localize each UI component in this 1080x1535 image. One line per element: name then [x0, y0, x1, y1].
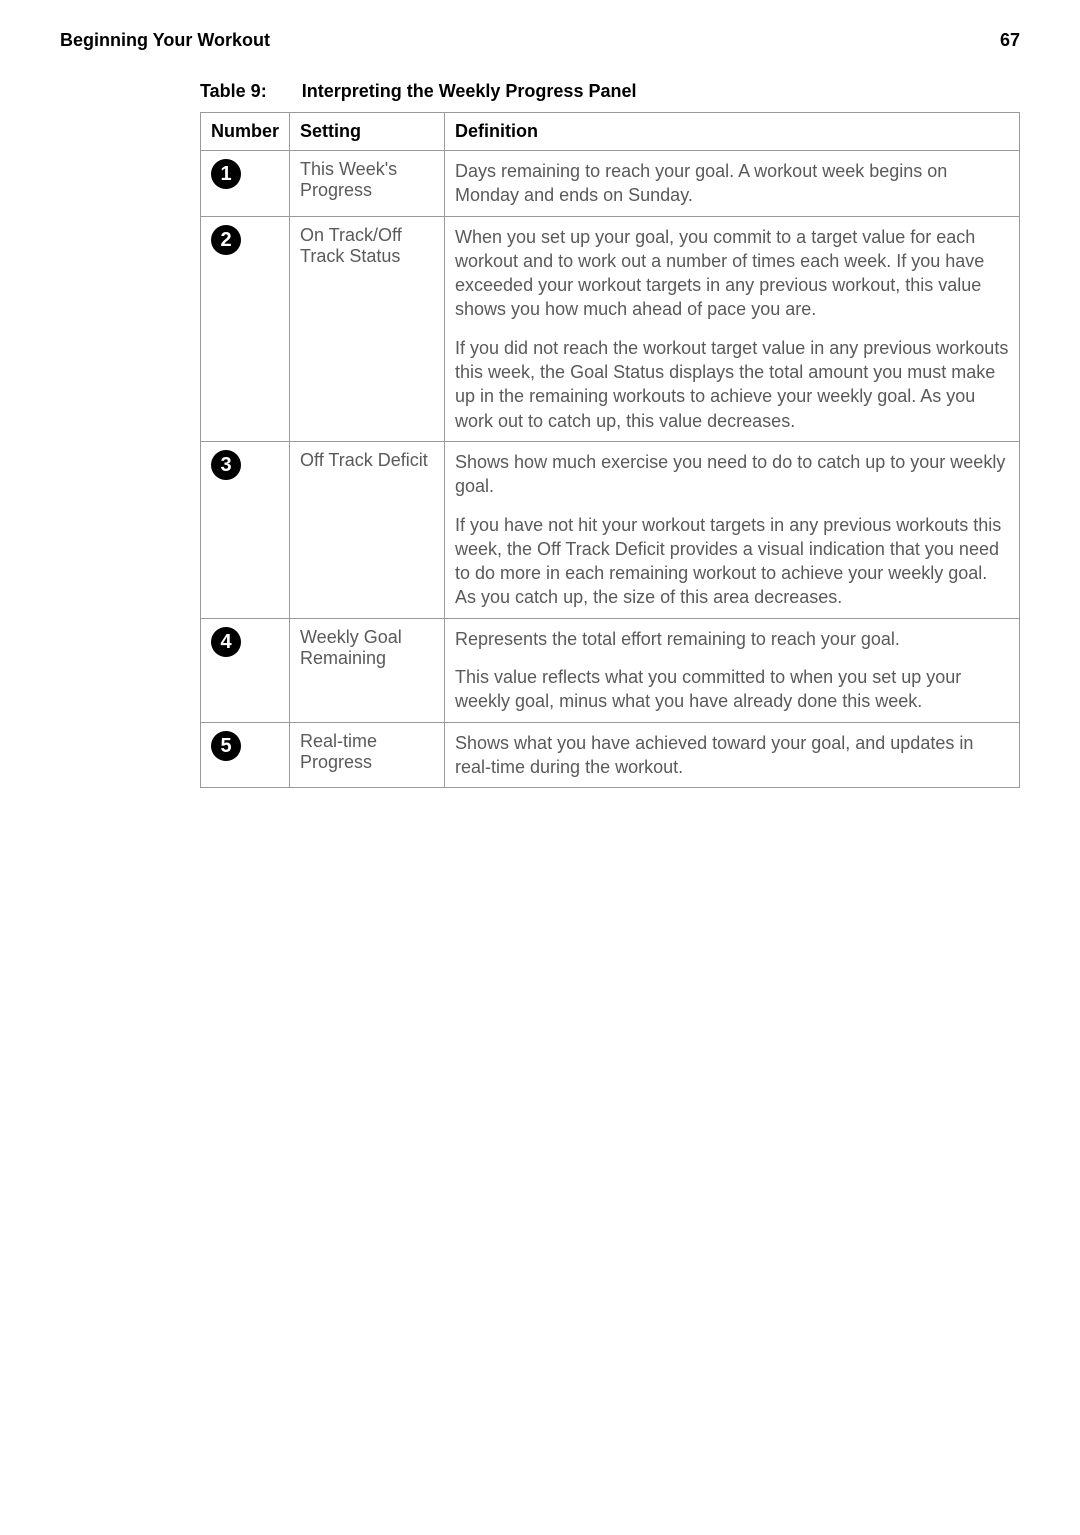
row-setting-cell: Weekly Goal Remaining [290, 618, 445, 722]
number-badge: 3 [211, 450, 241, 480]
definition-text: When you set up your goal, you commit to… [455, 225, 1009, 322]
section-title: Beginning Your Workout [60, 30, 270, 51]
definition-text: If you did not reach the workout target … [455, 336, 1009, 433]
row-setting-cell: This Week's Progress [290, 151, 445, 217]
row-number-cell: 4 [201, 618, 290, 722]
definition-text: If you have not hit your workout targets… [455, 513, 1009, 610]
page-number: 67 [1000, 30, 1020, 51]
table-row: 3 Off Track Deficit Shows how much exerc… [201, 441, 1020, 618]
table-row: 5 Real-time Progress Shows what you have… [201, 722, 1020, 788]
table-row: 1 This Week's Progress Days remaining to… [201, 151, 1020, 217]
row-number-cell: 3 [201, 441, 290, 618]
row-setting-cell: Real-time Progress [290, 722, 445, 788]
content-area: Table 9: Interpreting the Weekly Progres… [60, 81, 1020, 788]
col-setting: Setting [290, 113, 445, 151]
definition-text: This value reflects what you committed t… [455, 665, 1009, 714]
page-header: Beginning Your Workout 67 [60, 30, 1020, 51]
table-caption: Table 9: Interpreting the Weekly Progres… [200, 81, 1020, 102]
col-number: Number [201, 113, 290, 151]
number-badge: 2 [211, 225, 241, 255]
row-definition-cell: Represents the total effort remaining to… [445, 618, 1020, 722]
definition-text: Shows what you have achieved toward your… [455, 731, 1009, 780]
definition-text: Represents the total effort remaining to… [455, 627, 1009, 651]
progress-panel-table: Number Setting Definition 1 This Week's … [200, 112, 1020, 788]
number-badge: 1 [211, 159, 241, 189]
row-definition-cell: Shows how much exercise you need to do t… [445, 441, 1020, 618]
col-definition: Definition [445, 113, 1020, 151]
table-title: Interpreting the Weekly Progress Panel [302, 81, 637, 101]
number-badge: 5 [211, 731, 241, 761]
row-number-cell: 5 [201, 722, 290, 788]
row-setting-cell: On Track/Off Track Status [290, 216, 445, 441]
row-definition-cell: Days remaining to reach your goal. A wor… [445, 151, 1020, 217]
table-row: 4 Weekly Goal Remaining Represents the t… [201, 618, 1020, 722]
row-setting-cell: Off Track Deficit [290, 441, 445, 618]
row-number-cell: 1 [201, 151, 290, 217]
row-definition-cell: When you set up your goal, you commit to… [445, 216, 1020, 441]
table-prefix: Table 9: [200, 81, 267, 101]
table-row: 2 On Track/Off Track Status When you set… [201, 216, 1020, 441]
table-header-row: Number Setting Definition [201, 113, 1020, 151]
row-definition-cell: Shows what you have achieved toward your… [445, 722, 1020, 788]
definition-text: Days remaining to reach your goal. A wor… [455, 159, 1009, 208]
number-badge: 4 [211, 627, 241, 657]
definition-text: Shows how much exercise you need to do t… [455, 450, 1009, 499]
row-number-cell: 2 [201, 216, 290, 441]
